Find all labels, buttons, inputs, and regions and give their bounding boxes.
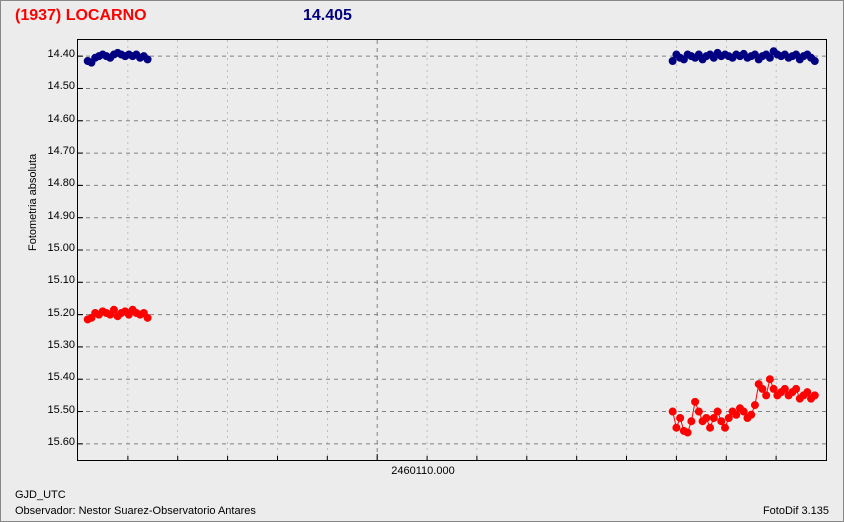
y-tick-label: 15.10 xyxy=(35,275,75,286)
y-tick-label: 14.90 xyxy=(35,211,75,222)
object-title: (1937) LOCARNO xyxy=(15,7,147,25)
y-tick-label: 15.50 xyxy=(35,405,75,416)
footer-observer: Observador: Nestor Suarez-Observatorio A… xyxy=(15,505,256,517)
magnitude-value: 14.405 xyxy=(303,7,352,25)
x-axis-center-label: 2460110.000 xyxy=(1,465,844,477)
y-tick-label: 15.00 xyxy=(35,243,75,254)
plot-area xyxy=(77,39,827,461)
y-tick-label: 14.80 xyxy=(35,178,75,189)
y-tick-label: 15.20 xyxy=(35,308,75,319)
chart-svg xyxy=(78,40,826,460)
y-tick-label: 15.40 xyxy=(35,372,75,383)
y-tick-label: 15.30 xyxy=(35,340,75,351)
y-axis-label: Fotometria absoluta xyxy=(27,154,39,251)
photometry-window: (1937) LOCARNO 14.405 Fotometria absolut… xyxy=(0,0,844,522)
header: (1937) LOCARNO 14.405 xyxy=(13,7,831,29)
y-tick-label: 14.70 xyxy=(35,146,75,157)
y-tick-label: 15.60 xyxy=(35,437,75,448)
footer-software: FotoDif 3.135 xyxy=(763,505,829,517)
y-tick-label: 14.50 xyxy=(35,81,75,92)
y-tick-label: 14.40 xyxy=(35,49,75,60)
y-tick-label: 14.60 xyxy=(35,114,75,125)
footer-gjd: GJD_UTC xyxy=(15,489,66,501)
